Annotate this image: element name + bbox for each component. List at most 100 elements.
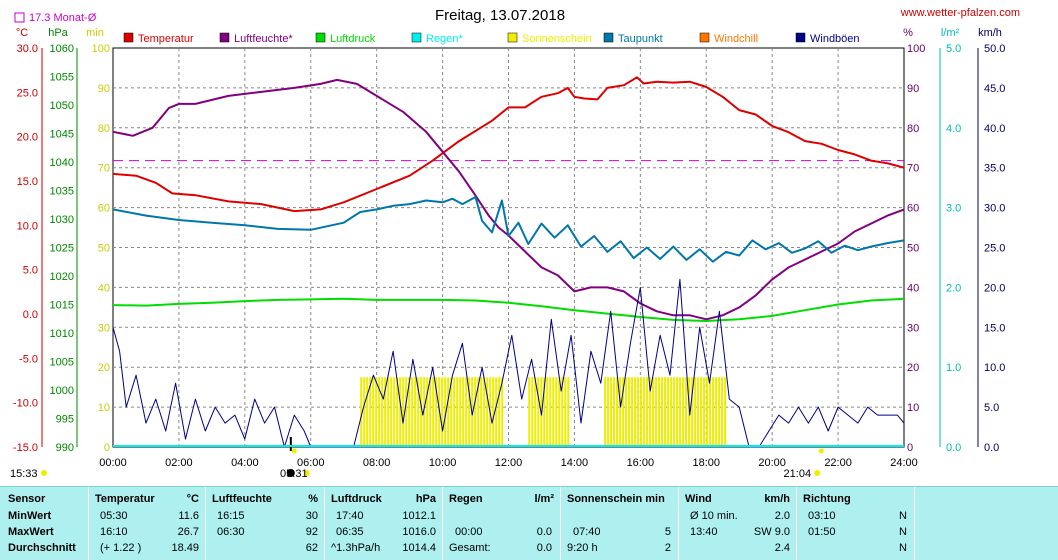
stats-cell: 01:50 [808,526,836,538]
sunshine-bar [622,377,625,447]
sunshine-bar [637,377,640,447]
wind-tick-label: 35.0 [984,163,1005,175]
legend-label: Windböen [810,33,860,45]
sunshine-bar [375,377,378,447]
sunshine-bar [453,377,456,447]
stats-cell: 03:10 [808,510,836,522]
stats-header-sensor: Sensor [8,493,46,505]
sunshine-bar [444,377,447,447]
humidity-tick-label: 30 [907,322,919,334]
stats-header-rain: Regen [449,493,483,505]
sunshine-bar [501,377,504,447]
sunshine-bar [384,377,387,447]
wind-tick-label: 45.0 [984,83,1005,95]
sun-icon [814,470,821,476]
stats-cell: 13:40 [690,526,718,538]
series-line-luftfeuchte [112,78,905,321]
sunshine-bar [646,377,649,447]
pressure-tick-label: 1045 [50,129,74,141]
stats-cell: 07:40 [573,526,601,538]
rain-tick-label: 1.0 [946,362,961,374]
stats-cell: 2.0 [774,510,790,522]
sunshine-bar [619,377,622,447]
stats-cell: 1012.1 [402,510,436,522]
humidity-tick-label: 40 [907,282,919,294]
x-tick-label: 14:00 [561,457,589,469]
stats-cell: 26.7 [177,526,199,538]
wind-tick-label: 20.0 [984,282,1005,294]
pressure-axis-unit: hPa [48,27,68,39]
wind-tick-label: 0.0 [984,442,999,454]
series-line-luftdruck [112,297,905,322]
stats-header-wind: Wind [685,493,712,505]
stats-cell: 2.4 [774,542,790,554]
stats-header-sun: Sonnenschein min [567,493,665,505]
sunshine-bar [435,377,438,447]
stats-header-wind-unit: km/h [764,493,790,505]
rain-axis-unit: l/m² [941,27,960,39]
pressure-tick-label: 1010 [50,328,74,340]
sunshine-bar [402,377,405,447]
stats-cell: 18.49 [171,542,199,554]
humidity-tick-label: 10 [907,402,919,414]
stats-separator [88,487,89,560]
sunshine-bar [694,377,697,447]
stats-row-label: MinWert [8,510,52,522]
legend-swatch [795,32,806,43]
sunshine-bar [697,377,700,447]
humidity-tick-label: 60 [907,203,919,215]
sunshine-bar [450,377,453,447]
sunshine-bar [399,377,402,447]
stats-cell: 92 [305,526,318,538]
temp-tick-label: 10.0 [17,220,38,232]
x-tick-label: 04:00 [231,457,259,469]
sunshine-bar [604,377,607,447]
x-tick-label: 02:00 [165,457,193,469]
stats-header-press-unit: hPa [415,493,436,505]
sunshine-bar [387,377,390,447]
sunshine-bar [456,377,459,447]
sun-tick-label: 100 [92,43,110,55]
sunshine-bar [417,377,420,447]
sunshine-bar [369,377,372,447]
x-tick-label: 22:00 [824,457,852,469]
rain-tick-label: 3.0 [946,203,961,215]
pressure-tick-label: 1040 [50,157,74,169]
humidity-tick-label: 100 [907,43,925,55]
stats-cell: 62 [305,542,318,554]
temp-tick-label: 15.0 [17,176,38,188]
stats-cell: N [899,542,907,554]
sunshine-bar [408,377,411,447]
sunshine-bar [441,377,444,447]
sunshine-bar [492,377,495,447]
stats-cell: 06:30 [217,526,245,538]
stats-cell: 11.6 [178,510,199,522]
sunshine-bar [459,377,462,447]
sun-tick-label: 0 [104,442,110,454]
sunshine-bar [429,377,432,447]
sunrise-label: 05:31 [280,468,308,480]
stats-cell: SW 9.0 [753,526,790,538]
legend-label: Luftfeuchte* [234,33,293,45]
legend-swatch [603,32,614,43]
sunshine-bar [628,377,631,447]
sunshine-bar [546,377,549,447]
sunshine-bar [420,377,423,447]
sunshine-bar [366,377,369,447]
sunshine-bar [616,377,619,447]
stats-cell: Gesamt: [449,542,491,554]
sunshine-bar [498,377,501,447]
sunshine-bar [706,377,709,447]
sunshine-bar [640,377,643,447]
sunshine-bar [495,377,498,447]
legend-swatch [699,32,710,43]
sunshine-bar [715,377,718,447]
sunshine-bar [561,377,564,447]
legend-swatch [411,32,422,43]
sunshine-bar [709,377,712,447]
stats-cell: 2 [664,542,671,554]
stats-cell: ^1.3hPa/h [331,542,381,554]
temp-tick-label: 20.0 [17,132,38,144]
sunshine-bar [670,377,673,447]
sunshine-bar [613,377,616,447]
